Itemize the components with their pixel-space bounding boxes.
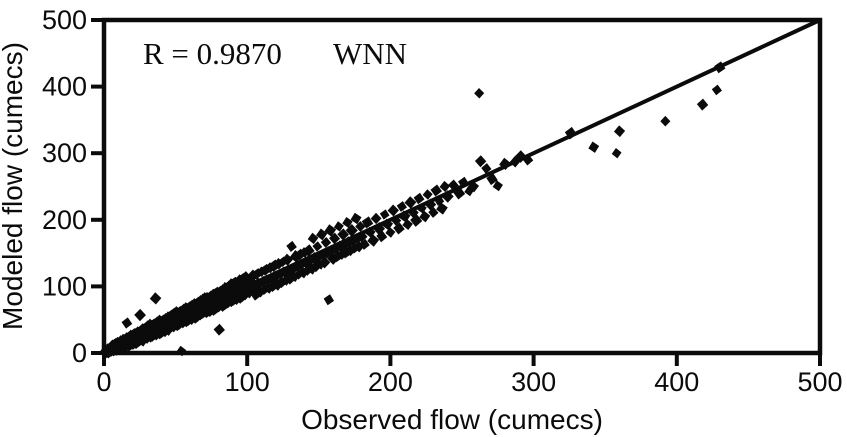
data-point-marker bbox=[345, 224, 358, 237]
data-point-marker bbox=[307, 232, 319, 245]
data-point-marker bbox=[407, 206, 419, 219]
data-point-marker bbox=[385, 227, 396, 238]
data-point-marker bbox=[428, 207, 439, 218]
data-point-marker bbox=[410, 214, 423, 227]
y-tick-label: 200 bbox=[42, 205, 87, 235]
data-point-marker bbox=[329, 232, 341, 245]
data-point-marker bbox=[481, 163, 492, 174]
x-tick-label: 500 bbox=[797, 367, 842, 397]
data-point-marker bbox=[396, 201, 408, 212]
model-name-annotation: WNN bbox=[333, 36, 407, 71]
data-point-marker bbox=[240, 271, 252, 283]
data-point-marker bbox=[387, 204, 399, 217]
data-point-marker bbox=[337, 228, 349, 241]
x-axis-ticks: 0 100 200 300 400 500 bbox=[96, 355, 843, 397]
scatter-points-group bbox=[99, 61, 726, 359]
data-point-marker bbox=[355, 221, 366, 232]
data-point-marker bbox=[474, 87, 485, 99]
data-point-marker bbox=[422, 189, 433, 200]
data-point-marker bbox=[359, 238, 370, 250]
y-tick-label: 300 bbox=[42, 138, 87, 168]
y-axis-ticks: 0 100 200 300 400 500 bbox=[42, 5, 102, 368]
data-point-marker bbox=[361, 216, 374, 229]
y-tick-label: 100 bbox=[42, 271, 87, 301]
data-point-marker bbox=[367, 234, 380, 247]
y-tick-label: 0 bbox=[72, 338, 87, 368]
data-point-marker bbox=[696, 98, 709, 111]
data-point-marker bbox=[176, 345, 187, 357]
data-point-marker bbox=[302, 244, 315, 257]
data-point-marker bbox=[522, 154, 534, 166]
correlation-annotation: R = 0.9870 bbox=[143, 36, 282, 71]
data-point-marker bbox=[350, 212, 362, 225]
data-point-marker bbox=[430, 184, 442, 197]
x-tick-label: 300 bbox=[511, 367, 556, 397]
data-point-marker bbox=[419, 210, 431, 223]
data-point-marker bbox=[474, 155, 487, 168]
data-point-marker bbox=[149, 292, 162, 305]
data-point-marker bbox=[492, 180, 503, 192]
data-point-marker bbox=[391, 215, 402, 226]
data-point-marker bbox=[458, 176, 469, 189]
data-point-marker bbox=[564, 126, 577, 140]
data-point-marker bbox=[402, 218, 413, 231]
data-point-marker bbox=[121, 317, 133, 329]
data-point-marker bbox=[134, 308, 146, 322]
data-point-marker bbox=[342, 216, 353, 228]
data-point-marker bbox=[436, 202, 448, 215]
y-axis-title: Modeled flow (cumecs) bbox=[0, 42, 28, 330]
x-tick-label: 0 bbox=[96, 367, 111, 397]
data-point-marker bbox=[286, 240, 297, 252]
y-tick-label: 500 bbox=[42, 5, 87, 35]
data-point-marker bbox=[213, 323, 225, 336]
data-point-marker bbox=[318, 256, 331, 269]
data-point-marker bbox=[453, 186, 466, 200]
x-tick-label: 200 bbox=[368, 367, 413, 397]
data-point-marker bbox=[320, 236, 332, 248]
data-point-marker bbox=[355, 230, 368, 243]
data-point-marker bbox=[499, 157, 511, 171]
data-point-marker bbox=[324, 224, 337, 237]
data-point-marker bbox=[514, 150, 527, 163]
x-tick-label: 100 bbox=[225, 367, 270, 397]
data-point-marker bbox=[323, 294, 335, 306]
data-point-marker bbox=[382, 218, 394, 231]
data-point-marker bbox=[711, 84, 722, 96]
x-axis-title: Observed flow (cumecs) bbox=[301, 404, 603, 435]
data-point-marker bbox=[379, 209, 390, 220]
data-point-marker bbox=[393, 222, 405, 235]
data-point-marker bbox=[370, 212, 382, 225]
data-point-marker bbox=[486, 173, 498, 186]
data-point-marker bbox=[291, 260, 303, 273]
data-point-marker bbox=[439, 180, 451, 193]
y-tick-label: 400 bbox=[42, 72, 87, 102]
x-tick-label: 400 bbox=[654, 367, 699, 397]
data-point-marker bbox=[660, 115, 671, 127]
data-point-marker bbox=[441, 190, 454, 203]
data-point-marker bbox=[588, 141, 600, 153]
data-point-marker bbox=[413, 192, 425, 205]
data-point-marker bbox=[467, 180, 480, 193]
data-point-marker bbox=[376, 230, 388, 243]
data-point-marker bbox=[613, 125, 626, 138]
data-point-marker bbox=[404, 196, 417, 209]
data-point-marker bbox=[283, 264, 294, 276]
data-point-marker bbox=[333, 221, 344, 232]
data-point-marker bbox=[714, 61, 726, 74]
data-point-marker bbox=[448, 179, 459, 191]
data-point-marker bbox=[611, 148, 622, 159]
data-point-marker bbox=[312, 241, 323, 252]
plot-box-border bbox=[101, 17, 823, 356]
